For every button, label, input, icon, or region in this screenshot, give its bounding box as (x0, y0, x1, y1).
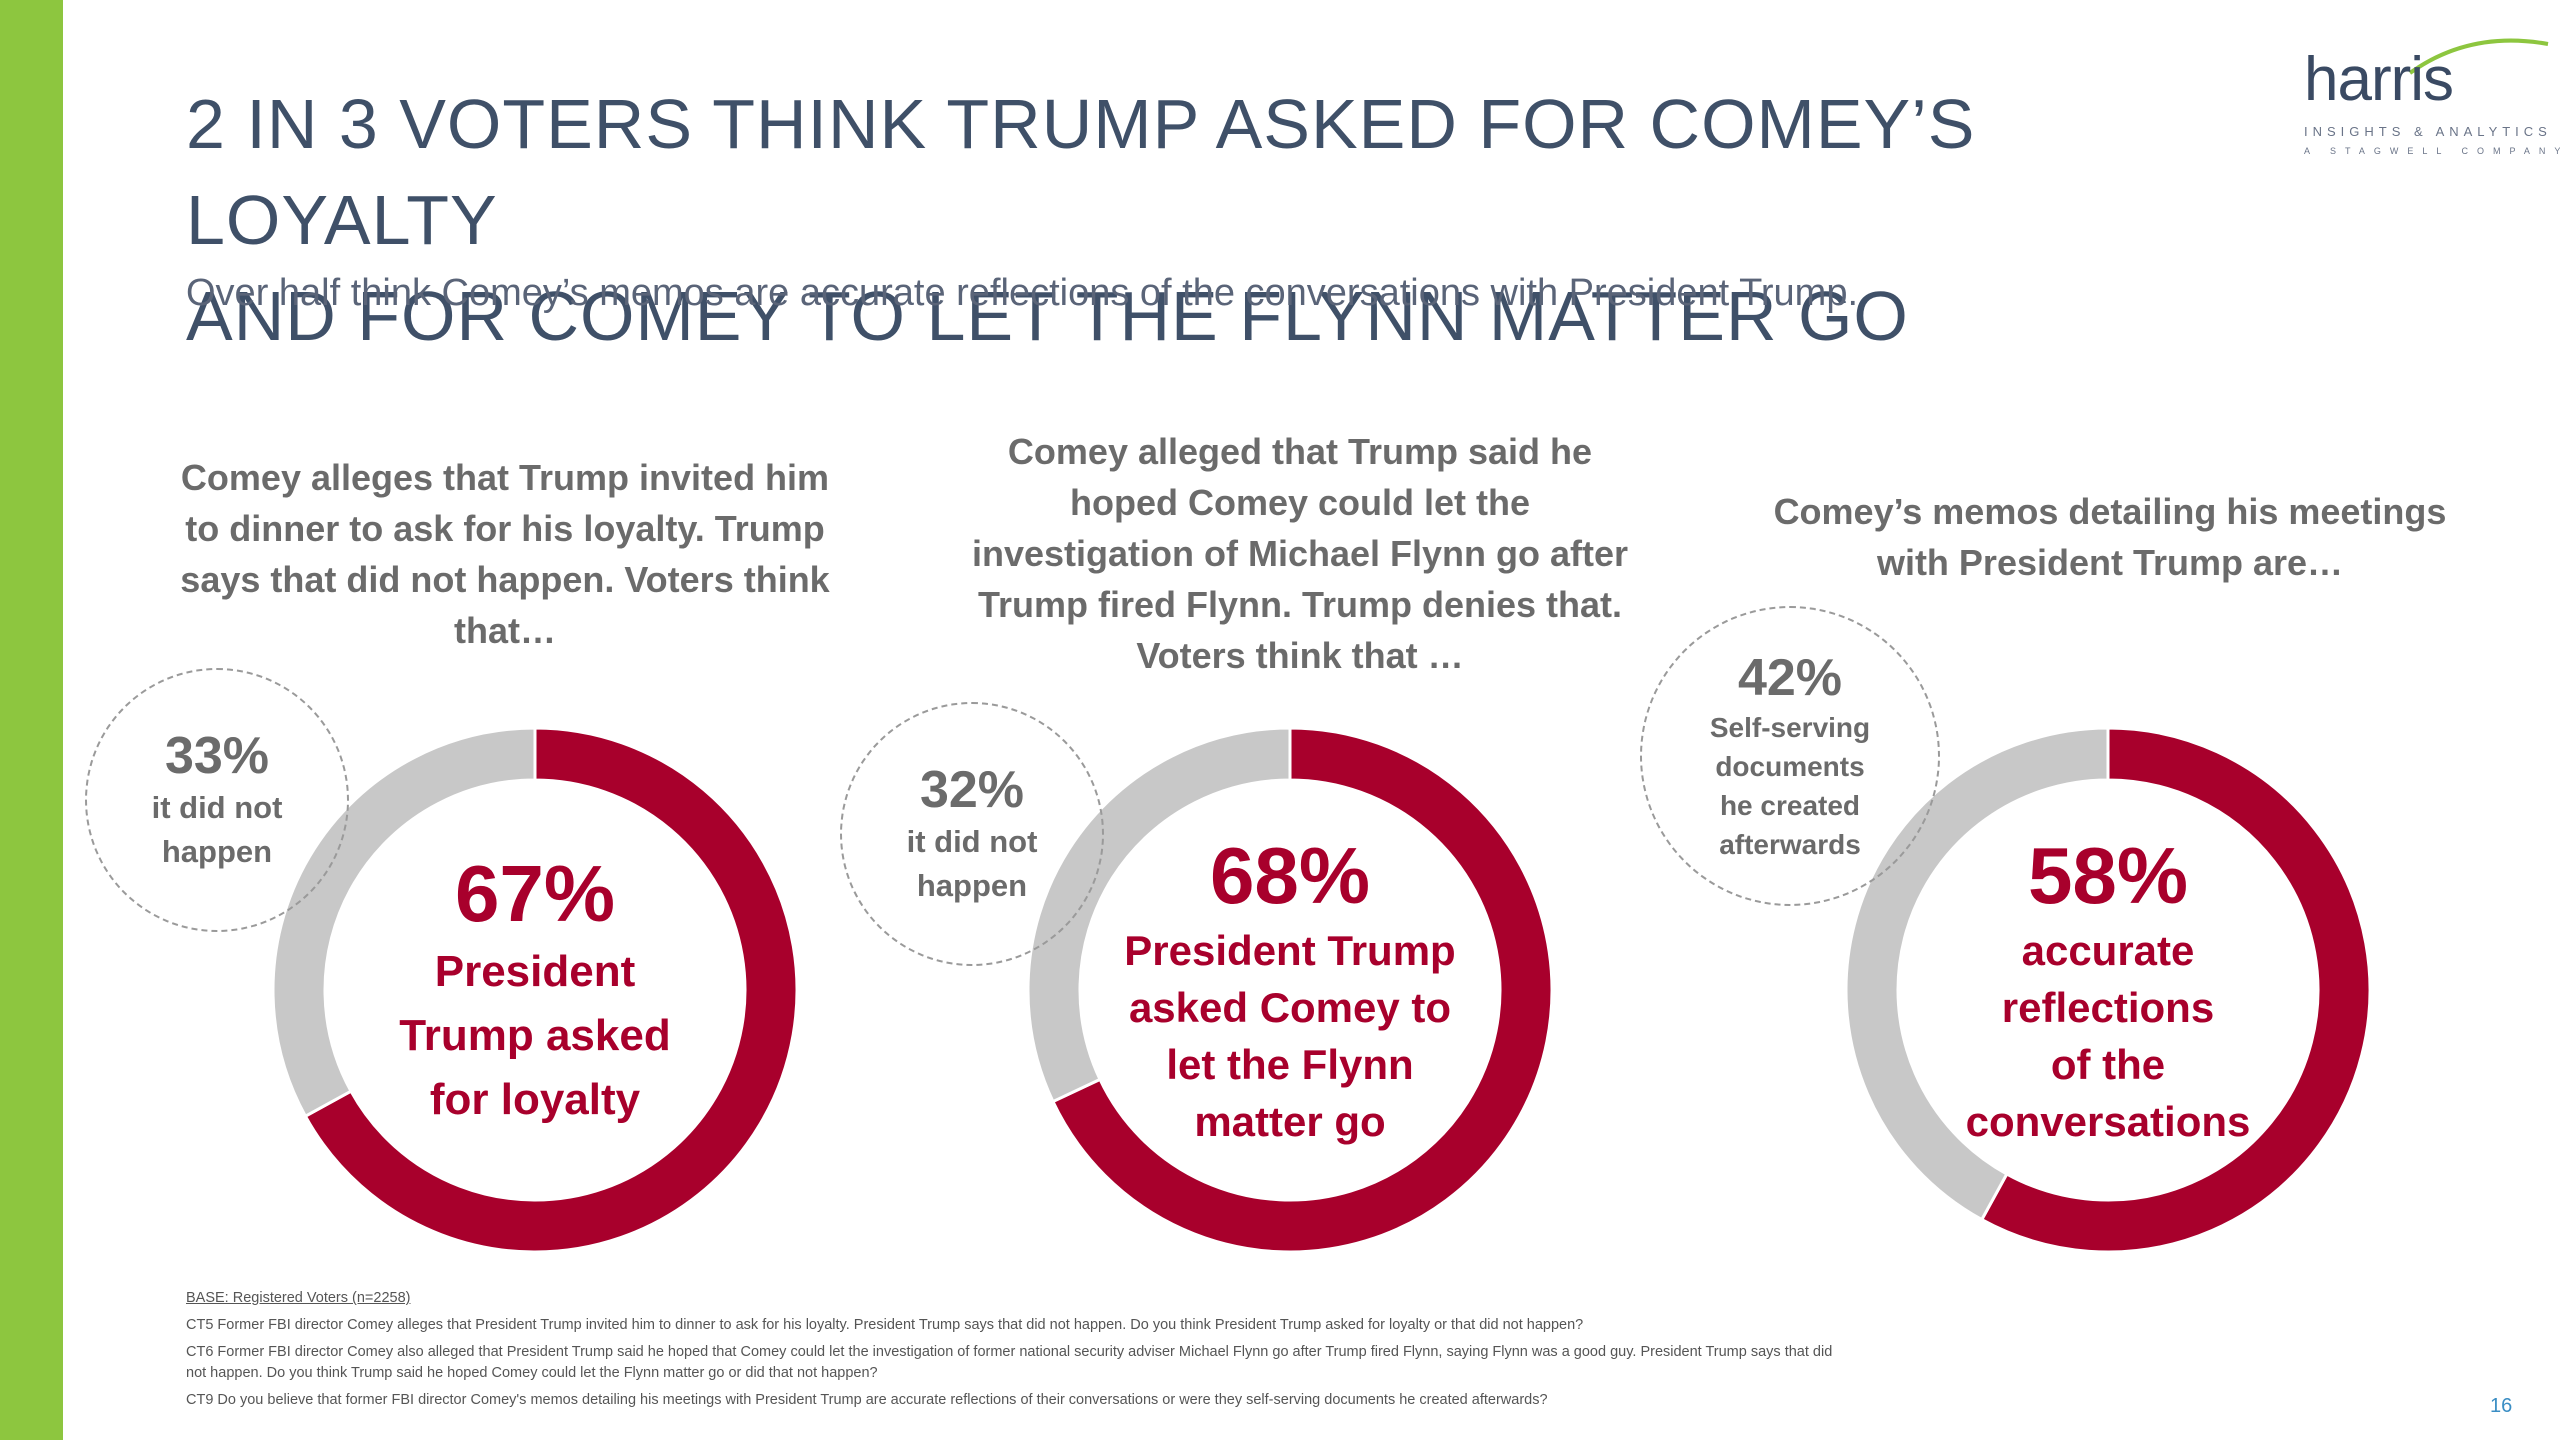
chart-3-main-value: 58% (2027, 831, 2189, 920)
chart-3-question: Comey’s memos detailing his meetings wit… (1720, 486, 2500, 588)
chart-2-main-label: let the Flynn (1166, 1041, 1414, 1088)
donut-chart-memos (1844, 726, 2372, 1254)
title-line-1: 2 IN 3 VOTERS THINK TRUMP ASKED FOR COME… (186, 85, 1976, 259)
chart-2-other-label: it did not (906, 824, 1038, 859)
page-number: 16 (2490, 1395, 2513, 1417)
chart-3-callout: 42% Self-serving documents he created af… (1640, 606, 1940, 906)
question-line: to dinner to ask for his loyalty. Trump (185, 508, 825, 549)
logo-company: A STAGWELL COMPANY (2304, 146, 2560, 156)
footnote-base: BASE: Registered Voters (n=2258) (186, 1290, 411, 1306)
harris-logo: harris INSIGHTS & ANALYTICS A STAGWELL C… (2290, 18, 2560, 158)
chart-3-main-label: reflections (2001, 984, 2215, 1031)
chart-1-other-value: 33% (164, 727, 270, 785)
chart-2-main-label: asked Comey to (1128, 984, 1452, 1031)
accent-sidebar-bar (0, 0, 63, 1440)
question-line: investigation of Michael Flynn go after (971, 533, 1629, 574)
chart-2-main-label: President Trump (1124, 927, 1456, 974)
logo-tagline: INSIGHTS & ANALYTICS (2304, 124, 2552, 139)
chart-2-question: Comey alleged that Trump said he hoped C… (925, 426, 1675, 681)
question-line: hoped Comey could let the (1069, 482, 1531, 523)
chart-3-other-label: Self-serving (1709, 712, 1871, 743)
footnotes: BASE: Registered Voters (n=2258) CT5 For… (186, 1288, 2436, 1417)
slide-subtitle: Over half think Comey’s memos are accura… (186, 272, 1859, 314)
chart-1-main-label: for loyalty (429, 1075, 641, 1124)
chart-2-other-value: 32% (919, 761, 1025, 819)
question-line: says that did not happen. Voters think (180, 559, 830, 600)
slide-title: 2 IN 3 VOTERS THINK TRUMP ASKED FOR COME… (186, 76, 2186, 364)
question-line: Trump fired Flynn. Trump denies that. (977, 584, 1623, 625)
chart-1-main-label: Trump asked (399, 1011, 671, 1060)
chart-2-callout: 32% it did not happen (840, 702, 1104, 966)
chart-1-main-value: 67% (454, 849, 616, 938)
footnote-ct9: CT9 Do you believe that former FBI direc… (186, 1392, 1548, 1408)
chart-3-other-value: 42% (1737, 649, 1843, 707)
chart-1-other-label: it did not (151, 790, 283, 825)
chart-3-main-label: of the (2050, 1041, 2166, 1088)
donut-slice-main (1050, 726, 1554, 1254)
footnote-ct6-line2: not happen. Do you think Trump said he h… (186, 1365, 878, 1381)
chart-2-main-value: 68% (1209, 831, 1371, 920)
chart-1-callout: 33% it did not happen (85, 668, 349, 932)
logo-swoosh-icon (2408, 38, 2549, 75)
donut-slice-main (303, 726, 799, 1254)
question-line: that… (454, 610, 556, 651)
question-line: Voters think that … (1136, 635, 1464, 676)
question-line: Comey alleges that Trump invited him (180, 457, 830, 498)
footnote-ct5: CT5 Former FBI director Comey alleges th… (186, 1317, 1584, 1333)
chart-3-main-label: accurate (2021, 927, 2195, 974)
chart-2-center: 68% President Trump asked Comey to let t… (1090, 790, 1490, 1190)
donut-slice-other (1844, 726, 2110, 1222)
chart-3-center: 58% accurate reflections of the conversa… (1908, 790, 2308, 1190)
chart-1-other-label: happen (161, 834, 273, 869)
chart-1-center: 67% President Trump asked for loyalty (335, 790, 735, 1190)
chart-3-other-label: he created (1719, 790, 1861, 821)
logo-wordmark: harris (2304, 45, 2454, 114)
chart-3-other-label: afterwards (1719, 829, 1861, 860)
question-line: Comey alleged that Trump said he (1007, 431, 1593, 472)
title-line-2: AND FOR COMEY TO LET THE FLYNN MATTER GO (186, 277, 1909, 355)
chart-2-other-label: happen (916, 868, 1028, 903)
chart-1-main-label: President (434, 947, 636, 996)
question-line: Comey’s memos detailing his meetings (1773, 491, 2447, 532)
chart-3-main-label: conversations (1965, 1098, 2251, 1145)
footnote-ct6-line1: CT6 Former FBI director Comey also alleg… (186, 1344, 1833, 1360)
question-line: with President Trump are… (1876, 542, 2344, 583)
chart-3-other-label: documents (1715, 751, 1865, 782)
chart-2-main-label: matter go (1194, 1098, 1386, 1145)
donut-slice-main (1979, 726, 2372, 1254)
chart-1-question: Comey alleges that Trump invited him to … (140, 452, 870, 656)
